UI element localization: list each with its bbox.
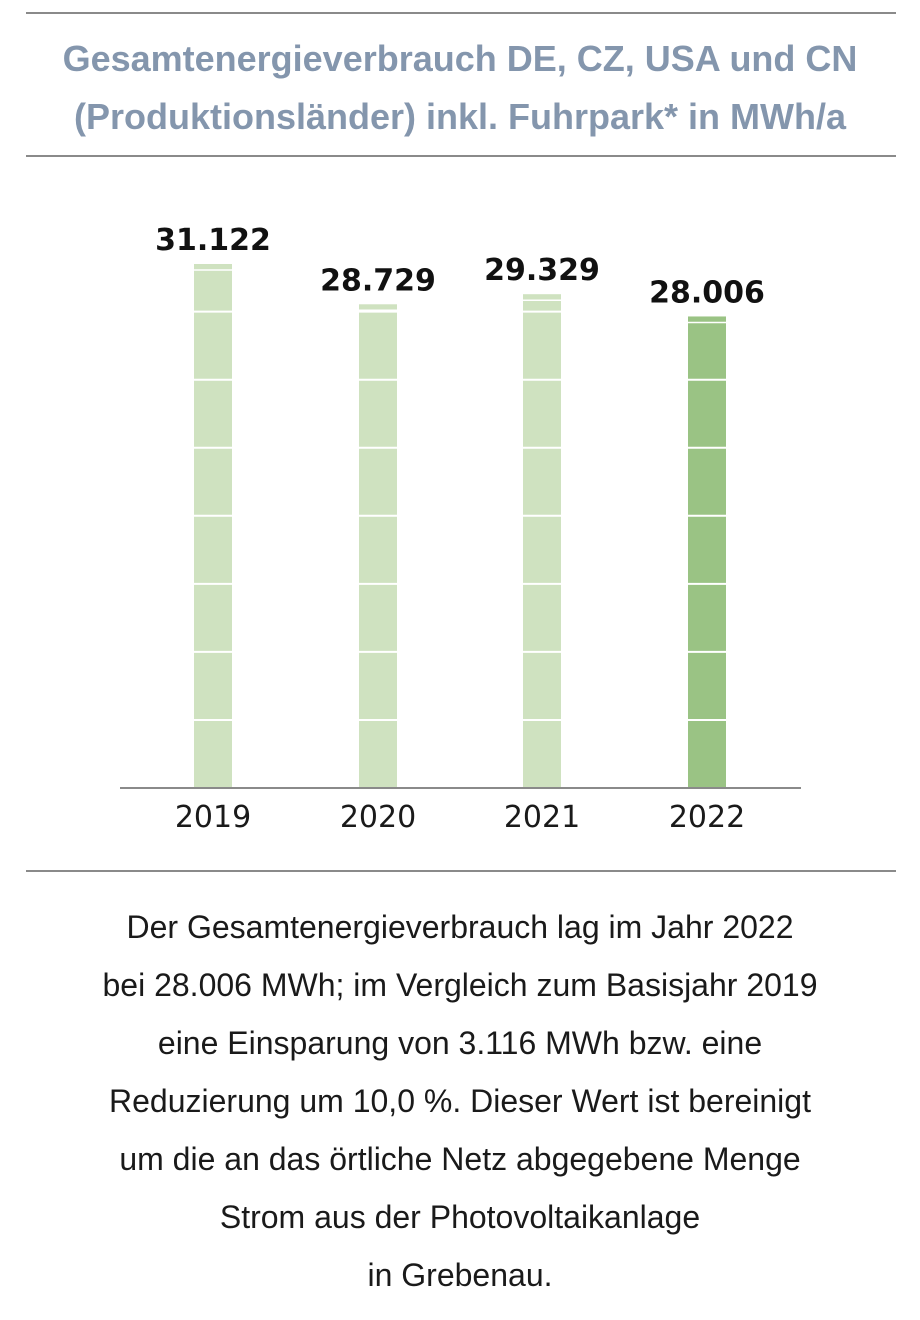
caption-text: Der Gesamtenergieverbrauch lag im Jahr 2… [10,898,910,1304]
x-tick-label-2021: 2021 [504,800,580,835]
caption-line-4: Reduzierung um 10,0 %. Dieser Wert ist b… [109,1083,811,1119]
x-tick-label-2020: 2020 [340,800,416,835]
x-tick-label-2022: 2022 [669,800,745,835]
data-label-2019: 31.122 [155,223,271,258]
bar-chart: 31.122 2019 28.729 2020 29.329 2021 28.006 2022 [120,223,801,835]
chart-title-line-2: (Produktionsländer) inkl. Fuhrpark* in M… [73,96,847,137]
caption-divider [26,870,896,872]
title-divider [26,155,896,157]
caption-line-7: in Grebenau. [367,1257,553,1293]
chart-title: Gesamtenergieverbrauch DE, CZ, USA und C… [20,30,900,146]
caption-line-2: bei 28.006 MWh; im Vergleich zum Basisja… [102,967,818,1003]
caption-line-5: um die an das örtliche Netz abgegebene M… [119,1141,801,1177]
bar-2021 [523,294,561,788]
bar-2020 [359,304,397,788]
data-label-2022: 28.006 [649,275,765,310]
caption-line-1: Der Gesamtenergieverbrauch lag im Jahr 2… [126,909,794,945]
caption-line-6: Strom aus der Photovoltaikanlage [219,1199,701,1235]
bar-2022 [688,316,726,788]
data-label-2021: 29.329 [484,253,600,288]
data-label-2020: 28.729 [320,263,436,298]
chart-title-line-1: Gesamtenergieverbrauch DE, CZ, USA und C… [62,38,858,79]
x-tick-label-2019: 2019 [175,800,251,835]
top-divider [26,12,896,14]
bar-2019 [194,264,232,788]
caption-line-3: eine Einsparung von 3.116 MWh bzw. eine [157,1025,763,1061]
